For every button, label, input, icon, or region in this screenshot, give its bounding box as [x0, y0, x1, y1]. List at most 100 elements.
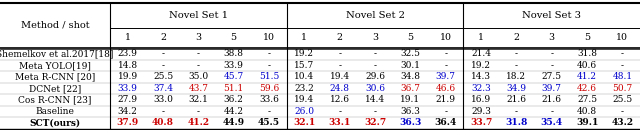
Text: 39.7: 39.7 — [436, 72, 456, 82]
Text: -: - — [374, 61, 376, 70]
Text: 10: 10 — [263, 33, 275, 42]
Text: -: - — [268, 49, 271, 58]
Text: 37.9: 37.9 — [116, 118, 139, 127]
Text: 42.6: 42.6 — [577, 84, 597, 93]
Text: 32.1: 32.1 — [293, 118, 316, 127]
Text: 19.2: 19.2 — [471, 61, 491, 70]
Text: 33.0: 33.0 — [153, 95, 173, 105]
Text: -: - — [515, 61, 518, 70]
Text: 23.2: 23.2 — [294, 84, 314, 93]
Text: 3: 3 — [548, 33, 555, 42]
Text: 36.2: 36.2 — [224, 95, 244, 105]
Text: 33.9: 33.9 — [224, 61, 244, 70]
Text: 1: 1 — [125, 33, 131, 42]
Text: -: - — [515, 107, 518, 116]
Text: 27.9: 27.9 — [118, 95, 138, 105]
Text: -: - — [550, 49, 553, 58]
Text: Shemelkov et al.2017[18]: Shemelkov et al.2017[18] — [0, 49, 114, 58]
Text: 43.2: 43.2 — [611, 118, 634, 127]
Text: 5: 5 — [584, 33, 590, 42]
Text: 21.6: 21.6 — [541, 95, 562, 105]
Text: -: - — [268, 107, 271, 116]
Text: 16.9: 16.9 — [471, 95, 491, 105]
Text: 19.4: 19.4 — [294, 95, 314, 105]
Text: -: - — [268, 61, 271, 70]
Text: -: - — [338, 61, 341, 70]
Text: 29.6: 29.6 — [365, 72, 385, 82]
Text: Novel Set 1: Novel Set 1 — [169, 11, 228, 20]
Text: 2: 2 — [337, 33, 342, 42]
Text: -: - — [161, 107, 164, 116]
Text: -: - — [197, 61, 200, 70]
Text: 2: 2 — [160, 33, 166, 42]
Text: 32.1: 32.1 — [188, 95, 209, 105]
Text: -: - — [197, 107, 200, 116]
Text: Meta YOLO[19]: Meta YOLO[19] — [19, 61, 91, 70]
Text: -: - — [444, 61, 447, 70]
Text: 5: 5 — [407, 33, 413, 42]
Text: 40.8: 40.8 — [577, 107, 597, 116]
Text: 14.4: 14.4 — [365, 95, 385, 105]
Text: 59.6: 59.6 — [259, 84, 279, 93]
Text: -: - — [621, 107, 624, 116]
Text: 38.8: 38.8 — [224, 49, 244, 58]
Text: Cos R-CNN [23]: Cos R-CNN [23] — [19, 95, 92, 105]
Text: 33.9: 33.9 — [118, 84, 138, 93]
Text: Novel Set 3: Novel Set 3 — [522, 11, 581, 20]
Text: 19.9: 19.9 — [118, 72, 138, 82]
Text: 29.3: 29.3 — [471, 107, 491, 116]
Text: 19.4: 19.4 — [330, 72, 350, 82]
Text: Novel Set 2: Novel Set 2 — [346, 11, 404, 20]
Text: Meta R-CNN [20]: Meta R-CNN [20] — [15, 72, 95, 82]
Text: -: - — [161, 49, 164, 58]
Text: 19.2: 19.2 — [294, 49, 314, 58]
Text: 21.4: 21.4 — [471, 49, 491, 58]
Text: -: - — [621, 61, 624, 70]
Text: 46.6: 46.6 — [436, 84, 456, 93]
Text: 12.6: 12.6 — [330, 95, 349, 105]
Text: 10.4: 10.4 — [294, 72, 314, 82]
Text: 18.2: 18.2 — [506, 72, 526, 82]
Text: 40.8: 40.8 — [152, 118, 174, 127]
Text: 24.8: 24.8 — [330, 84, 349, 93]
Text: 50.7: 50.7 — [612, 84, 632, 93]
Text: 3: 3 — [372, 33, 378, 42]
Text: 36.3: 36.3 — [401, 107, 420, 116]
Text: 3: 3 — [195, 33, 202, 42]
Text: 45.5: 45.5 — [258, 118, 280, 127]
Text: 14.8: 14.8 — [118, 61, 138, 70]
Text: 44.9: 44.9 — [223, 118, 244, 127]
Text: 36.3: 36.3 — [399, 118, 422, 127]
Text: 26.0: 26.0 — [294, 107, 314, 116]
Text: 37.4: 37.4 — [153, 84, 173, 93]
Text: 41.2: 41.2 — [577, 72, 597, 82]
Text: 30.1: 30.1 — [401, 61, 420, 70]
Text: 32.5: 32.5 — [401, 49, 420, 58]
Text: Baseline: Baseline — [36, 107, 74, 116]
Text: -: - — [197, 49, 200, 58]
Text: 45.7: 45.7 — [223, 72, 244, 82]
Text: -: - — [550, 107, 553, 116]
Text: -: - — [444, 49, 447, 58]
Text: 1: 1 — [301, 33, 307, 42]
Text: -: - — [374, 107, 376, 116]
Text: 19.1: 19.1 — [400, 95, 420, 105]
Text: 25.5: 25.5 — [612, 95, 632, 105]
Text: 10: 10 — [440, 33, 452, 42]
Text: 5: 5 — [230, 33, 237, 42]
Text: 44.2: 44.2 — [224, 107, 244, 116]
Text: -: - — [338, 49, 341, 58]
Text: Method / shot: Method / shot — [20, 21, 90, 30]
Text: -: - — [444, 107, 447, 116]
Text: 32.7: 32.7 — [364, 118, 386, 127]
Text: 51.5: 51.5 — [259, 72, 279, 82]
Text: 23.9: 23.9 — [118, 49, 138, 58]
Text: -: - — [515, 49, 518, 58]
Text: 33.7: 33.7 — [470, 118, 492, 127]
Text: 15.7: 15.7 — [294, 61, 314, 70]
Text: 34.9: 34.9 — [506, 84, 526, 93]
Text: 35.0: 35.0 — [188, 72, 209, 82]
Text: 39.1: 39.1 — [576, 118, 598, 127]
Text: 34.2: 34.2 — [118, 107, 138, 116]
Text: -: - — [621, 49, 624, 58]
